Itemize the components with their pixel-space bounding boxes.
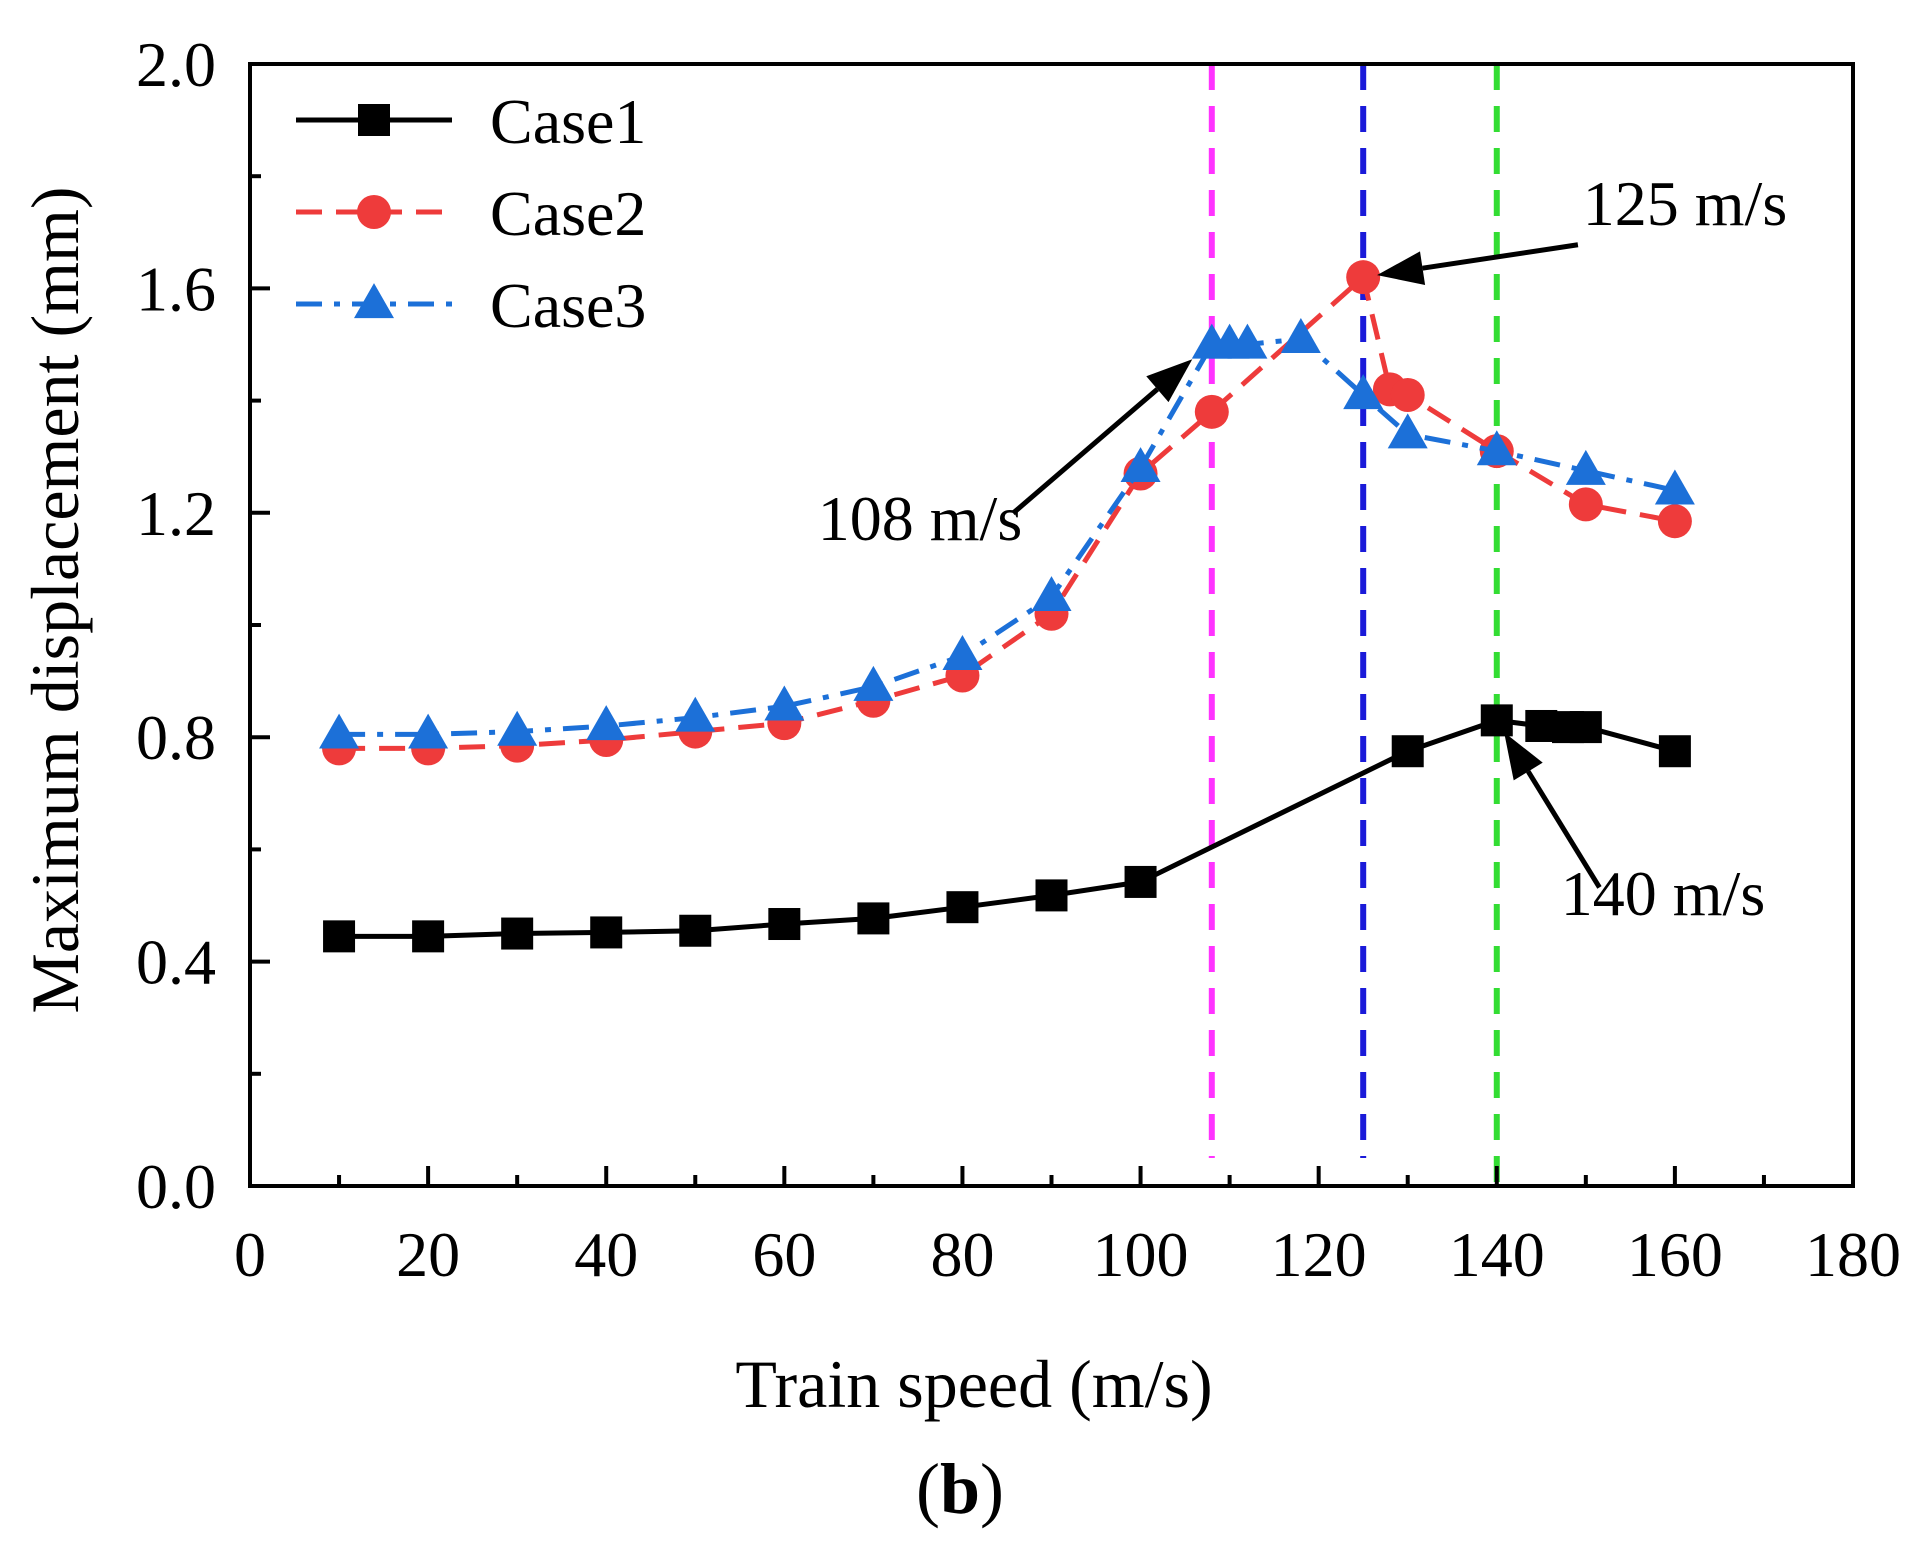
x-tick-label-140: 140 xyxy=(1449,1219,1545,1290)
arrow-shaft xyxy=(1422,242,1579,271)
x-tick-label-20: 20 xyxy=(396,1219,460,1290)
case3-point-40 xyxy=(586,705,627,741)
x-tick-label-160: 160 xyxy=(1627,1219,1723,1290)
legend-sample-case2 xyxy=(296,195,452,229)
case1-point-145 xyxy=(1525,709,1558,742)
case3-point-50 xyxy=(675,696,716,732)
y-tick-label-0.4: 0.4 xyxy=(136,927,216,998)
panel-label: (b) xyxy=(916,1449,1004,1529)
series-case1 xyxy=(323,704,1691,953)
legend-sample-case1 xyxy=(296,104,452,136)
arrow-head xyxy=(1504,732,1543,781)
panel-label-open: ( xyxy=(916,1449,940,1529)
case3-point-125 xyxy=(1343,374,1384,410)
x-axis-title: Train speed (m/s) xyxy=(735,1346,1212,1422)
case3-point-90 xyxy=(1031,576,1072,612)
case1-point-140 xyxy=(1480,704,1513,737)
legend: Case1 Case2 Case3 xyxy=(296,86,646,341)
case3-point-30 xyxy=(497,710,538,746)
arrow-head xyxy=(1146,359,1193,403)
annotation-140: 140 m/s xyxy=(1561,858,1765,929)
x-tick-label-180: 180 xyxy=(1805,1219,1901,1290)
x-tick-label-100: 100 xyxy=(1093,1219,1189,1290)
annotation-arrow-125 xyxy=(1377,242,1579,285)
y-tick-label-2: 2.0 xyxy=(136,29,216,100)
case1-point-70 xyxy=(857,902,890,935)
case3-point-130 xyxy=(1387,413,1428,449)
case3-point-160 xyxy=(1654,469,1695,505)
case1-point-80 xyxy=(946,891,979,924)
y-tick-label-0.8: 0.8 xyxy=(136,702,216,773)
case1-point-50 xyxy=(679,914,712,947)
annotation-125: 125 m/s xyxy=(1583,168,1787,239)
x-tick-label-0: 0 xyxy=(234,1219,266,1290)
series-layer xyxy=(319,260,1695,953)
case2-point-130 xyxy=(1390,377,1425,412)
case2-point-108 xyxy=(1194,394,1229,429)
y-axis-title: Maximum displacement (mm) xyxy=(17,186,93,1013)
case1-point-90 xyxy=(1035,879,1068,912)
arrow-head xyxy=(1377,251,1426,285)
panel-label-close: ) xyxy=(980,1449,1004,1529)
annotation-108: 108 m/s xyxy=(818,483,1022,554)
case1-point-100 xyxy=(1124,865,1157,898)
legend-label-case3: Case3 xyxy=(490,270,646,341)
annotation-arrow-107 xyxy=(1011,359,1193,516)
case3-point-140 xyxy=(1476,430,1517,466)
legend-marker-case3 xyxy=(354,283,394,319)
case1-point-30 xyxy=(501,917,534,950)
x-tick-label-80: 80 xyxy=(930,1219,994,1290)
case3-point-10 xyxy=(319,713,360,749)
x-tick-label-40: 40 xyxy=(574,1219,638,1290)
y-tick-label-0: 0.0 xyxy=(136,1151,216,1222)
legend-marker-case2 xyxy=(357,195,391,229)
case3-point-118 xyxy=(1280,318,1321,354)
series-line-case1 xyxy=(339,717,1676,939)
case3-point-60 xyxy=(764,685,805,721)
arrow-shaft xyxy=(1011,387,1160,516)
case1-point-20 xyxy=(412,920,445,953)
y-tick-label-1.2: 1.2 xyxy=(136,478,216,549)
legend-label-case2: Case2 xyxy=(490,178,646,249)
case1-point-10 xyxy=(323,920,356,953)
reference-lines xyxy=(1208,64,1500,1186)
case3-point-150 xyxy=(1565,449,1606,485)
axis-ticks: 0 20 40 60 80 100 120 140 160 180 0.0 0.4 0.8 1.2 1.6 2… xyxy=(136,29,1901,1290)
legend-samples xyxy=(296,104,452,319)
case3-point-80 xyxy=(942,635,983,670)
annotations xyxy=(1011,242,1602,889)
case2-point-125 xyxy=(1346,260,1381,295)
case3-point-70 xyxy=(853,665,894,701)
series-case3 xyxy=(319,318,1695,749)
panel-label-letter: b xyxy=(940,1449,980,1529)
x-tick-label-120: 120 xyxy=(1271,1219,1367,1290)
annotation-arrow-140 xyxy=(1504,732,1602,889)
legend-sample-case3 xyxy=(296,283,452,319)
legend-marker-case1 xyxy=(358,104,390,136)
case1-point-60 xyxy=(768,908,801,941)
case1-point-40 xyxy=(590,916,623,949)
case1-point-130 xyxy=(1391,735,1424,768)
arrow-shaft xyxy=(1526,770,1602,889)
case2-point-160 xyxy=(1657,504,1692,539)
case3-point-20 xyxy=(408,713,449,749)
case3-point-112 xyxy=(1227,323,1268,359)
case1-point-160 xyxy=(1658,735,1691,768)
legend-label-case1: Case1 xyxy=(490,86,646,157)
case1-point-150 xyxy=(1569,711,1602,744)
case2-point-150 xyxy=(1568,487,1603,522)
y-tick-label-1.6: 1.6 xyxy=(136,253,216,324)
case3-point-100 xyxy=(1120,447,1161,483)
x-tick-label-60: 60 xyxy=(752,1219,816,1290)
